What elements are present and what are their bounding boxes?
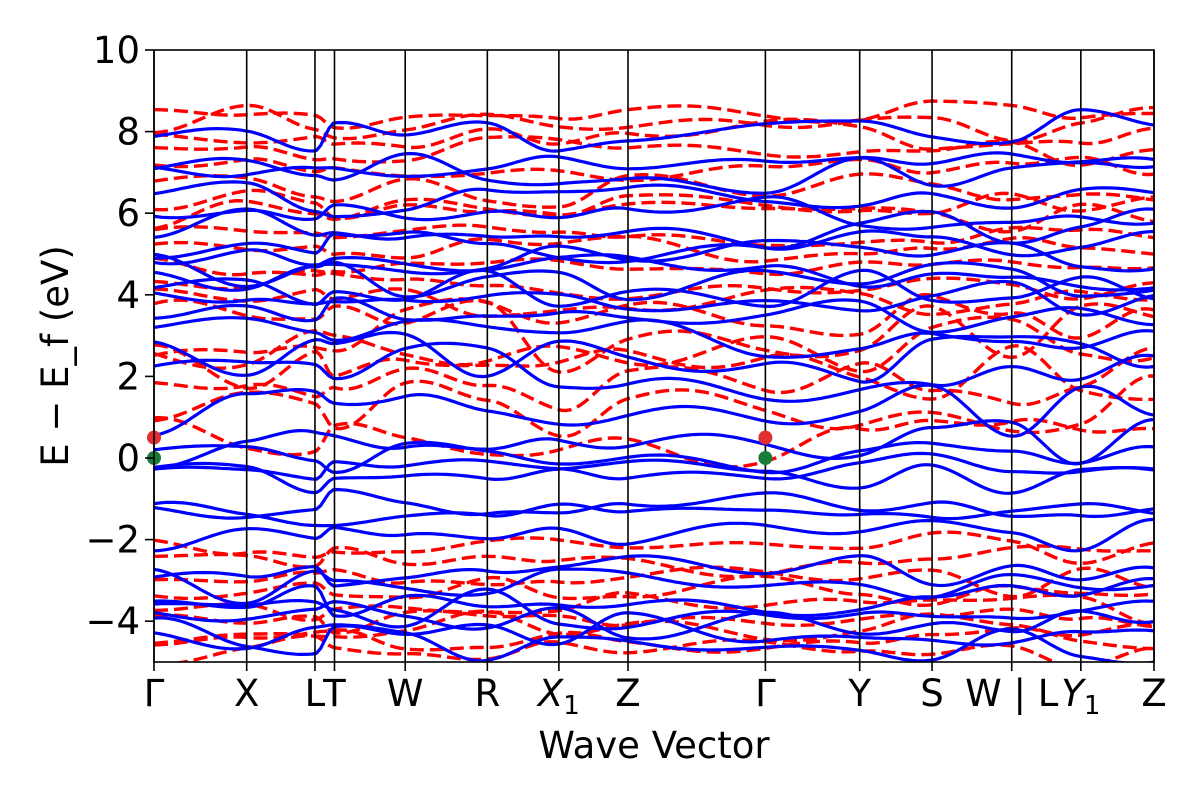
red-band-line [154,530,1154,565]
red-band-line [154,103,1154,143]
x-tick-label: L [305,672,326,715]
plot-frame [153,49,1155,663]
x-tick-label: X1 [536,672,580,721]
red-band-line [154,172,1154,209]
red-band-line [154,188,1154,220]
red-band-line [154,117,1154,151]
band-edge-marker [758,430,773,445]
blue-band-line [154,152,1154,195]
blue-band-line [154,600,1154,641]
y-axis-ticks: −4 −2 0 2 4 6 8 10 [85,29,154,643]
y-tick-label: 6 [116,192,140,235]
red-band-line [154,99,1154,130]
band-edge-marker [758,451,773,465]
blue-band-line [154,623,1154,662]
y-tick-label: −2 [85,519,140,562]
red-band-line [154,343,1154,402]
x-tick-label: R [474,672,500,715]
x-tick-label: Y [847,672,871,715]
blue-band-line [154,577,1154,618]
x-axis-label: Wave Vector [538,724,770,767]
x-tick-label: T [322,672,346,715]
y-tick-label: 8 [116,111,140,154]
blue-band-line [154,268,1154,308]
blue-band-line [154,440,1154,475]
blue-band-line [154,451,1154,481]
blue-band-line [154,383,1154,438]
x-tick-label: Γ [755,672,776,715]
x-tick-label: Y1 [1061,672,1100,721]
blue-band-line [154,296,1154,334]
x-tick-label: W [387,672,424,715]
blue-band-line [154,487,1154,520]
blue-band-line [154,418,1154,470]
x-tick-label: S [920,672,944,715]
red-band-line [154,297,1154,374]
blue-band-line [154,108,1154,153]
blue-band-line [154,611,1154,656]
blue-band-line [154,587,1154,631]
blue-band-line [154,207,1154,250]
blue-band-line [154,151,1154,179]
y-tick-label: −4 [85,600,140,643]
blue-band-line [154,180,1154,219]
blue-band-line [154,517,1154,553]
red-band-line [154,256,1154,277]
y-tick-label: 2 [116,355,140,398]
blue-band-line [154,330,1154,384]
y-axis-label: E − E_f (eV) [34,245,77,467]
x-tick-label: Z [615,672,640,715]
blue-band-line [154,238,1154,276]
blue-solid-bands [154,108,1154,662]
y-tick-label: 4 [116,274,140,317]
y-tick-label: 0 [116,437,140,480]
blue-band-line [154,458,1154,495]
blue-band-line [154,341,1154,403]
red-band-line [154,544,1154,579]
x-tick-label: X [234,672,259,715]
x-tick-label: W | L [965,672,1059,715]
blue-band-line [154,195,1154,231]
blue-band-line [154,229,1154,265]
blue-band-line [154,554,1154,588]
x-tick-label: Z [1141,672,1166,715]
y-tick-label: 10 [93,29,140,72]
x-tick-label: Γ [144,672,165,715]
x-axis-ticks: Γ X LT W R X1 Z Γ Y S W | L Y1 Z [144,662,1167,721]
blue-band-line [154,500,1154,528]
